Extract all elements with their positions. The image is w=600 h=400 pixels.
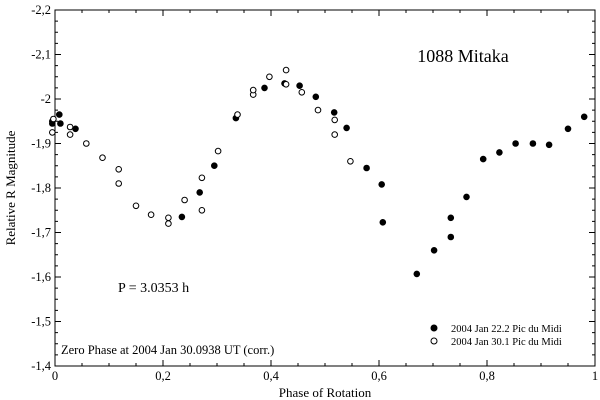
- data-point-series-2: [198, 174, 206, 182]
- data-point-series-1: [363, 164, 370, 172]
- data-point-series-1: [261, 84, 268, 92]
- x-tick-label: 0,8: [479, 369, 495, 383]
- data-point-series-2: [282, 81, 290, 88]
- data-point-series-1: [296, 82, 303, 89]
- data-point-series-2: [66, 131, 74, 138]
- y-tick-label: -1,5: [31, 315, 51, 329]
- data-point-series-2: [66, 123, 74, 131]
- legend-label-series-2: 2004 Jan 30.1 Pic du Midi: [451, 337, 562, 348]
- data-point-series-1: [57, 120, 64, 127]
- data-point-series-1: [379, 219, 387, 226]
- zero-phase-annotation: Zero Phase at 2004 Jan 30.0938 UT (corr.…: [61, 343, 274, 357]
- data-point-series-2: [249, 86, 257, 94]
- data-points: [49, 66, 588, 278]
- data-point-series-1: [312, 93, 320, 101]
- data-point-series-1: [463, 193, 470, 201]
- data-point-series-2: [83, 140, 90, 147]
- chart-title: 1088 Mitaka: [417, 46, 509, 66]
- data-point-series-2: [314, 106, 322, 114]
- y-axis-label: Relative R Magnitude: [3, 130, 18, 245]
- data-point-series-2: [331, 131, 339, 138]
- data-point-series-2: [347, 158, 354, 165]
- y-tick-label: -1,4: [31, 359, 52, 373]
- data-point-series-2: [266, 73, 273, 81]
- data-point-series-1: [447, 214, 455, 222]
- x-tick-label: 1: [592, 369, 598, 383]
- x-tick-label: 0: [52, 369, 58, 383]
- x-axis-label: Phase of Rotation: [279, 385, 372, 400]
- legend-label-series-1: 2004 Jan 22.2 Pic du Midi: [451, 324, 562, 335]
- data-point-series-1: [496, 149, 503, 156]
- data-point-series-2: [181, 196, 188, 204]
- data-point-series-1: [564, 125, 572, 133]
- x-tick-label: 0,2: [155, 369, 171, 383]
- legend-marker-open: [430, 337, 438, 345]
- period-annotation: P = 3.0353 h: [118, 281, 189, 296]
- axis-ticks: 0 0,2 0,4 0,6 0,8 1 -2,2 -2,1 -2 -1,9 -1,8 -1,7 -1,6…: [31, 3, 598, 383]
- data-point-series-1: [479, 155, 487, 163]
- data-point-series-2: [165, 214, 172, 222]
- data-point-series-1: [545, 141, 553, 149]
- data-point-series-2: [198, 207, 206, 214]
- data-point-series-2: [298, 89, 306, 96]
- data-point-series-1: [56, 111, 63, 118]
- data-point-series-2: [99, 154, 106, 161]
- data-point-series-1: [512, 140, 519, 147]
- data-point-series-1: [343, 124, 350, 132]
- data-point-series-1: [196, 189, 203, 196]
- data-point-series-2: [115, 180, 122, 187]
- data-point-series-2: [331, 116, 339, 124]
- data-point-series-1: [72, 125, 79, 133]
- y-tick-label: -1,9: [31, 137, 51, 151]
- y-tick-label: -2,1: [31, 48, 51, 62]
- x-tick-label: 0,4: [263, 369, 279, 383]
- data-point-series-2: [115, 166, 122, 173]
- data-point-series-1: [330, 109, 338, 116]
- y-tick-label: -2,2: [31, 3, 51, 17]
- data-point-series-1: [211, 162, 218, 169]
- data-point-series-1: [580, 113, 588, 121]
- data-point-series-1: [430, 247, 438, 254]
- plot-frame: [54, 9, 596, 367]
- data-point-series-1: [529, 140, 537, 147]
- y-tick-label: -1,7: [31, 226, 51, 240]
- data-point-series-2: [165, 220, 172, 227]
- legend-marker-filled: [430, 324, 438, 332]
- data-point-series-2: [132, 202, 140, 210]
- data-point-series-1: [178, 213, 186, 221]
- legend: 2004 Jan 22.2 Pic du Midi 2004 Jan 30.1 …: [430, 324, 562, 348]
- x-tick-label: 0,6: [371, 369, 387, 383]
- data-point-series-2: [282, 66, 290, 74]
- y-tick-label: -2: [41, 92, 51, 106]
- data-point-series-1: [378, 181, 386, 188]
- data-point-series-2: [214, 147, 222, 155]
- data-point-series-2: [49, 129, 56, 136]
- data-point-series-2: [50, 115, 57, 123]
- data-point-series-2: [234, 111, 241, 118]
- data-point-series-2: [147, 211, 155, 218]
- data-point-series-1: [447, 233, 455, 241]
- y-tick-label: -1,6: [31, 270, 51, 284]
- y-tick-label: -1,8: [31, 181, 51, 195]
- data-point-series-1: [413, 270, 421, 278]
